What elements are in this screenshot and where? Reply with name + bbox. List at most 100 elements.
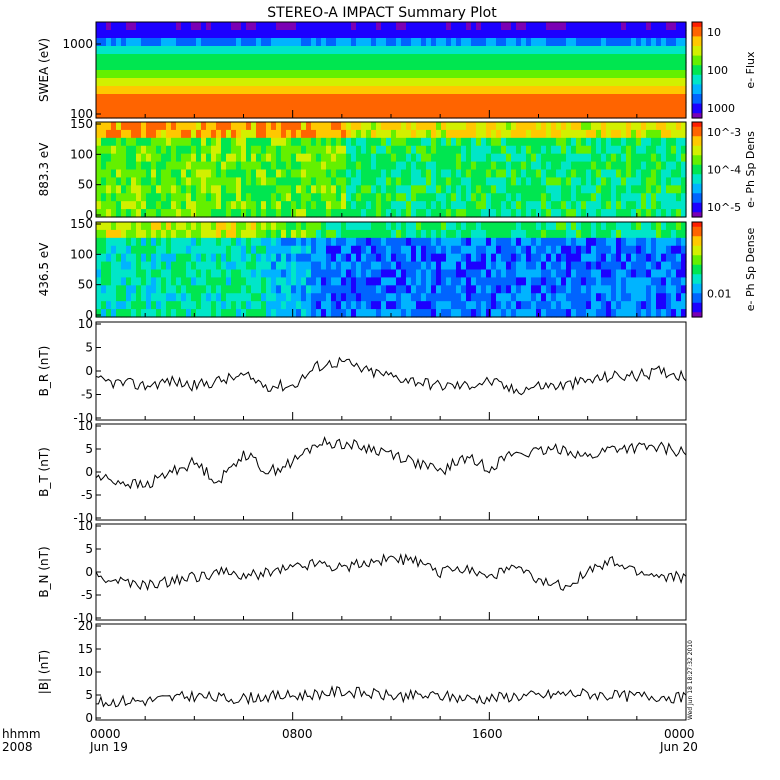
heatmap-cell [446, 110, 452, 119]
heatmap-cell [481, 169, 487, 179]
heatmap-cell [341, 229, 347, 239]
heatmap-cell [286, 102, 292, 111]
heatmap-cell [121, 129, 127, 139]
heatmap-cell [481, 110, 487, 119]
heatmap-cell [491, 269, 497, 279]
heatmap-cell [176, 46, 182, 55]
heatmap-cell [551, 102, 557, 111]
heatmap-cell [636, 177, 642, 186]
heatmap-cell [396, 62, 402, 71]
heatmap-cell [621, 253, 627, 263]
heatmap-cell [186, 229, 192, 239]
heatmap-cell [676, 22, 682, 31]
heatmap-cell [201, 237, 207, 247]
heatmap-cell [396, 293, 402, 302]
heatmap-cell [681, 285, 687, 294]
heatmap-cell [346, 301, 352, 310]
heatmap-cell [651, 137, 657, 147]
heatmap-cell [171, 285, 177, 294]
heatmap-cell [266, 245, 272, 255]
heatmap-cell [671, 70, 677, 79]
heatmap-cell [606, 193, 612, 202]
heatmap-cell [361, 30, 367, 39]
colorbar-cell [692, 288, 702, 292]
heatmap-cell [301, 153, 307, 163]
heatmap-cell [201, 94, 207, 103]
colorbar-cell [692, 70, 702, 73]
heatmap-cell [536, 153, 542, 163]
heatmap-cell [546, 169, 552, 179]
heatmap-cell [321, 94, 327, 103]
heatmap-cell [456, 78, 462, 87]
heatmap-cell [236, 309, 242, 318]
heatmap-cell [486, 293, 492, 302]
heatmap-cell [506, 285, 512, 294]
heatmap-cell [601, 245, 607, 255]
heatmap-cell [451, 285, 457, 294]
heatmap-cell [106, 169, 112, 179]
heatmap-cell [501, 94, 507, 103]
heatmap-cell [116, 185, 122, 194]
heatmap-cell [416, 137, 422, 147]
heatmap-cell [226, 86, 232, 95]
heatmap-cell [196, 70, 202, 79]
heatmap-cell [606, 245, 612, 255]
heatmap-cell [356, 86, 362, 95]
heatmap-cell [141, 209, 147, 218]
heatmap-cell [396, 145, 402, 155]
heatmap-cell [441, 78, 447, 87]
heatmap-cell [276, 169, 282, 179]
heatmap-cell [486, 237, 492, 247]
heatmap-cell [171, 122, 177, 131]
heatmap-cell [211, 253, 217, 263]
heatmap-cell [671, 129, 677, 139]
heatmap-cell [451, 62, 457, 71]
heatmap-cell [531, 102, 537, 111]
heatmap-cell [206, 177, 212, 186]
heatmap-cell [226, 253, 232, 263]
heatmap-cell [101, 62, 107, 71]
heatmap-cell [121, 102, 127, 111]
heatmap-cell [261, 30, 267, 39]
heatmap-cell [671, 269, 677, 279]
heatmap-cell [611, 285, 617, 294]
heatmap-cell [146, 161, 152, 171]
heatmap-cell [216, 110, 222, 119]
heatmap-cell [386, 201, 392, 210]
heatmap-cell [646, 86, 652, 95]
heatmap-cell [501, 22, 507, 31]
heatmap-cell [571, 22, 577, 31]
heatmap-cell [436, 129, 442, 139]
heatmap-cell [446, 301, 452, 310]
heatmap-cell [506, 201, 512, 210]
heatmap-cell [501, 177, 507, 186]
heatmap-cell [656, 145, 662, 155]
heatmap-cell [401, 30, 407, 39]
heatmap-cell [331, 169, 337, 179]
heatmap-cell [461, 237, 467, 247]
heatmap-cell [201, 222, 207, 231]
heatmap-cell [406, 177, 412, 186]
heatmap-cell [236, 237, 242, 247]
heatmap-cell [166, 86, 172, 95]
heatmap-cell [191, 253, 197, 263]
colorbar-cell [692, 286, 702, 290]
heatmap-cell [351, 253, 357, 263]
heatmap-cell [526, 153, 532, 163]
heatmap-cell [331, 110, 337, 119]
heatmap-cell [246, 122, 252, 131]
heatmap-cell [416, 301, 422, 310]
heatmap-cell [191, 38, 197, 47]
heatmap-cell [231, 153, 237, 163]
colorbar-cell [692, 171, 702, 175]
heatmap-cell [586, 102, 592, 111]
heatmap-cell [656, 261, 662, 271]
heatmap-cell [681, 253, 687, 263]
heatmap-cell [241, 145, 247, 155]
heatmap-cell [231, 253, 237, 263]
heatmap-cell [216, 169, 222, 179]
heatmap-cell [131, 245, 137, 255]
heatmap-cell [546, 253, 552, 263]
heatmap-cell [136, 169, 142, 179]
heatmap-cell [136, 102, 142, 111]
